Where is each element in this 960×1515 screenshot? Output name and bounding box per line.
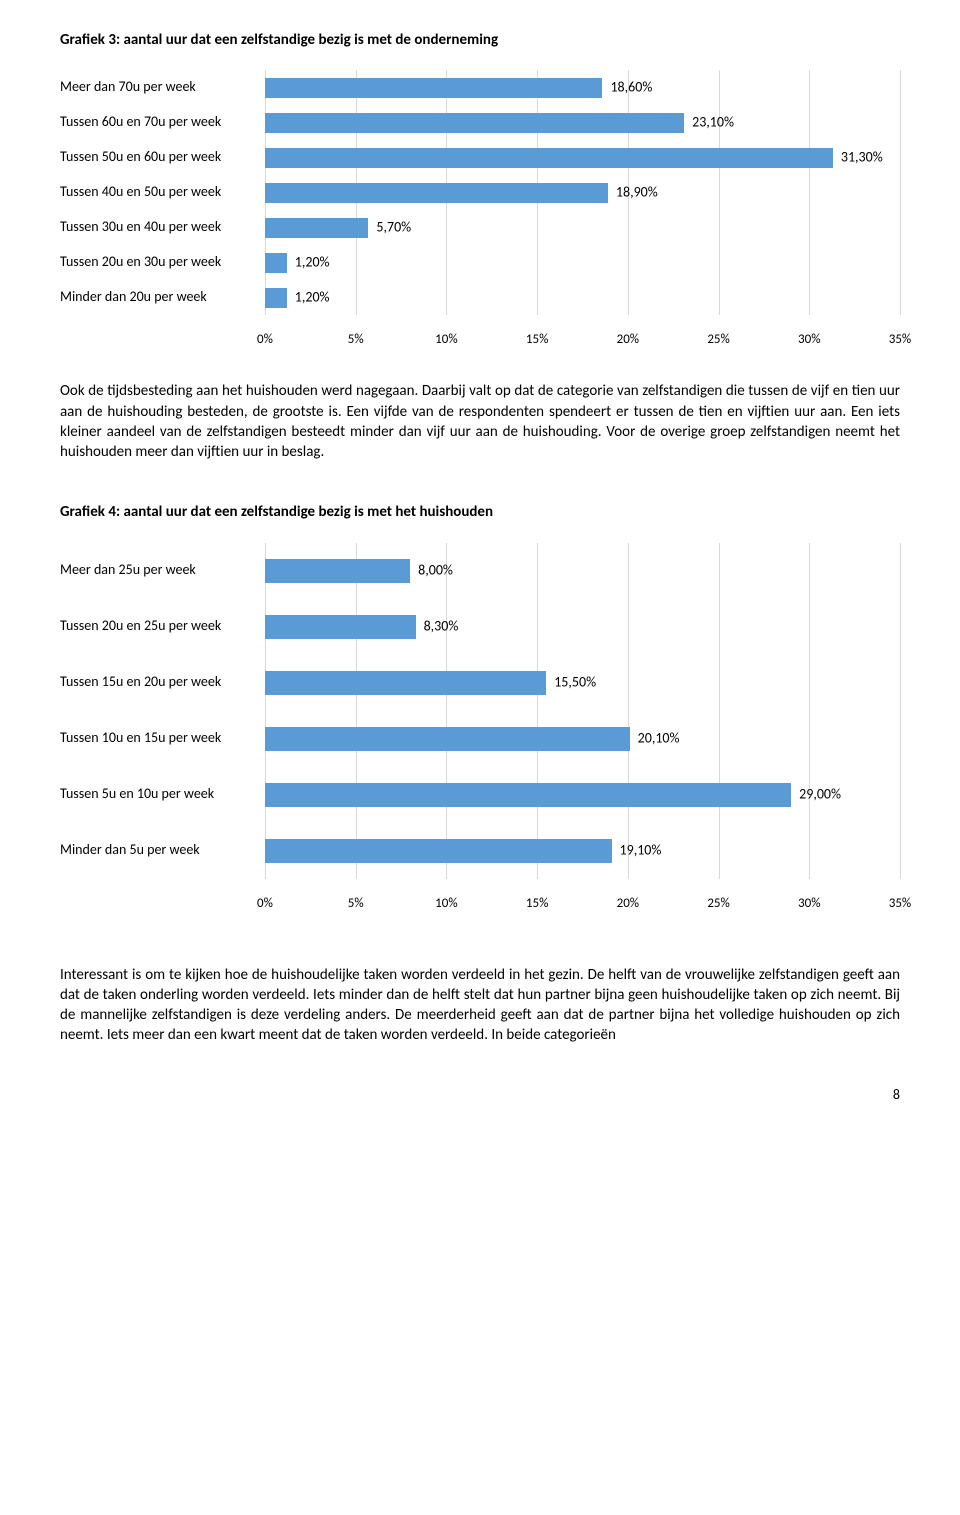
bar-value-label: 1,20% xyxy=(295,288,330,307)
y-axis-label: Meer dan 25u per week xyxy=(60,543,265,599)
y-axis-label: Meer dan 70u per week xyxy=(60,70,265,105)
chart-bar: 15,50% xyxy=(265,671,546,695)
bar-value-label: 8,00% xyxy=(418,561,453,580)
chart-bar: 31,30% xyxy=(265,148,833,168)
chart2-xaxis: 0%5%10%15%20%25%30%35% xyxy=(265,895,900,915)
chart-bar: 8,30% xyxy=(265,615,416,639)
bar-value-label: 18,60% xyxy=(610,78,652,97)
x-axis-tick: 5% xyxy=(348,895,364,913)
y-axis-label: Tussen 60u en 70u per week xyxy=(60,105,265,140)
bar-value-label: 19,10% xyxy=(620,841,662,860)
x-axis-tick: 35% xyxy=(889,895,911,913)
chart-bar-row: 29,00% xyxy=(265,767,900,823)
x-axis-tick: 25% xyxy=(707,895,729,913)
x-axis-tick: 30% xyxy=(798,895,820,913)
bar-value-label: 23,10% xyxy=(692,113,734,132)
chart-bar: 19,10% xyxy=(265,839,612,863)
x-axis-tick: 20% xyxy=(617,895,639,913)
y-axis-label: Tussen 30u en 40u per week xyxy=(60,210,265,245)
x-axis-tick: 10% xyxy=(435,331,457,349)
chart-bar-row: 8,30% xyxy=(265,599,900,655)
chart2-title: Grafiek 4: aantal uur dat een zelfstandi… xyxy=(60,502,900,522)
chart-bar: 18,90% xyxy=(265,183,608,203)
chart-bar-row: 18,60% xyxy=(265,70,900,105)
bar-value-label: 18,90% xyxy=(616,183,658,202)
y-axis-label: Tussen 5u en 10u per week xyxy=(60,767,265,823)
x-axis-tick: 0% xyxy=(257,895,273,913)
y-axis-label: Tussen 20u en 30u per week xyxy=(60,245,265,280)
chart-bar-row: 1,20% xyxy=(265,245,900,280)
x-axis-tick: 15% xyxy=(526,331,548,349)
x-axis-tick: 15% xyxy=(526,895,548,913)
chart-bar: 18,60% xyxy=(265,78,602,98)
bar-value-label: 15,50% xyxy=(554,673,596,692)
chart-bar-row: 1,20% xyxy=(265,280,900,315)
x-axis-tick: 25% xyxy=(707,331,729,349)
page-number: 8 xyxy=(60,1086,900,1105)
y-axis-label: Tussen 10u en 15u per week xyxy=(60,711,265,767)
chart-bar-row: 15,50% xyxy=(265,655,900,711)
bar-value-label: 31,30% xyxy=(841,148,883,167)
chart2-xaxis-wrap: 0%5%10%15%20%25%30%35% xyxy=(60,889,900,915)
y-axis-label: Tussen 20u en 25u per week xyxy=(60,599,265,655)
x-axis-tick: 35% xyxy=(889,331,911,349)
chart-bar: 1,20% xyxy=(265,253,287,273)
chart1: Meer dan 70u per weekTussen 60u en 70u p… xyxy=(60,70,900,315)
paragraph-1: Ook de tijdsbesteding aan het huishouden… xyxy=(60,381,900,462)
chart1-title: Grafiek 3: aantal uur dat een zelfstandi… xyxy=(60,30,900,50)
chart-bar-row: 20,10% xyxy=(265,711,900,767)
chart-bar: 20,10% xyxy=(265,727,630,751)
bar-value-label: 8,30% xyxy=(424,617,459,636)
bar-value-label: 1,20% xyxy=(295,253,330,272)
bar-value-label: 29,00% xyxy=(799,785,841,804)
y-axis-label: Tussen 50u en 60u per week xyxy=(60,140,265,175)
chart-bar-row: 8,00% xyxy=(265,543,900,599)
chart-bar: 8,00% xyxy=(265,559,410,583)
x-axis-tick: 30% xyxy=(798,331,820,349)
chart-bar: 23,10% xyxy=(265,113,684,133)
y-axis-label: Minder dan 5u per week xyxy=(60,823,265,879)
chart-bar-row: 23,10% xyxy=(265,105,900,140)
chart-bar-row: 31,30% xyxy=(265,140,900,175)
chart-bar: 29,00% xyxy=(265,783,791,807)
y-axis-label: Tussen 40u en 50u per week xyxy=(60,175,265,210)
chart1-xaxis-wrap: 0%5%10%15%20%25%30%35% xyxy=(60,325,900,351)
chart-bar-row: 5,70% xyxy=(265,210,900,245)
y-axis-label: Minder dan 20u per week xyxy=(60,280,265,315)
x-axis-tick: 20% xyxy=(617,331,639,349)
x-axis-tick: 0% xyxy=(257,331,273,349)
chart-bar-row: 18,90% xyxy=(265,175,900,210)
chart-bar: 1,20% xyxy=(265,288,287,308)
paragraph-2: Interessant is om te kijken hoe de huish… xyxy=(60,965,900,1046)
x-axis-tick: 5% xyxy=(348,331,364,349)
chart-bar: 5,70% xyxy=(265,218,368,238)
bar-value-label: 20,10% xyxy=(638,729,680,748)
bar-value-label: 5,70% xyxy=(376,218,411,237)
chart1-xaxis: 0%5%10%15%20%25%30%35% xyxy=(265,331,900,351)
chart-bar-row: 19,10% xyxy=(265,823,900,879)
x-axis-tick: 10% xyxy=(435,895,457,913)
y-axis-label: Tussen 15u en 20u per week xyxy=(60,655,265,711)
chart2: Meer dan 25u per weekTussen 20u en 25u p… xyxy=(60,543,900,879)
